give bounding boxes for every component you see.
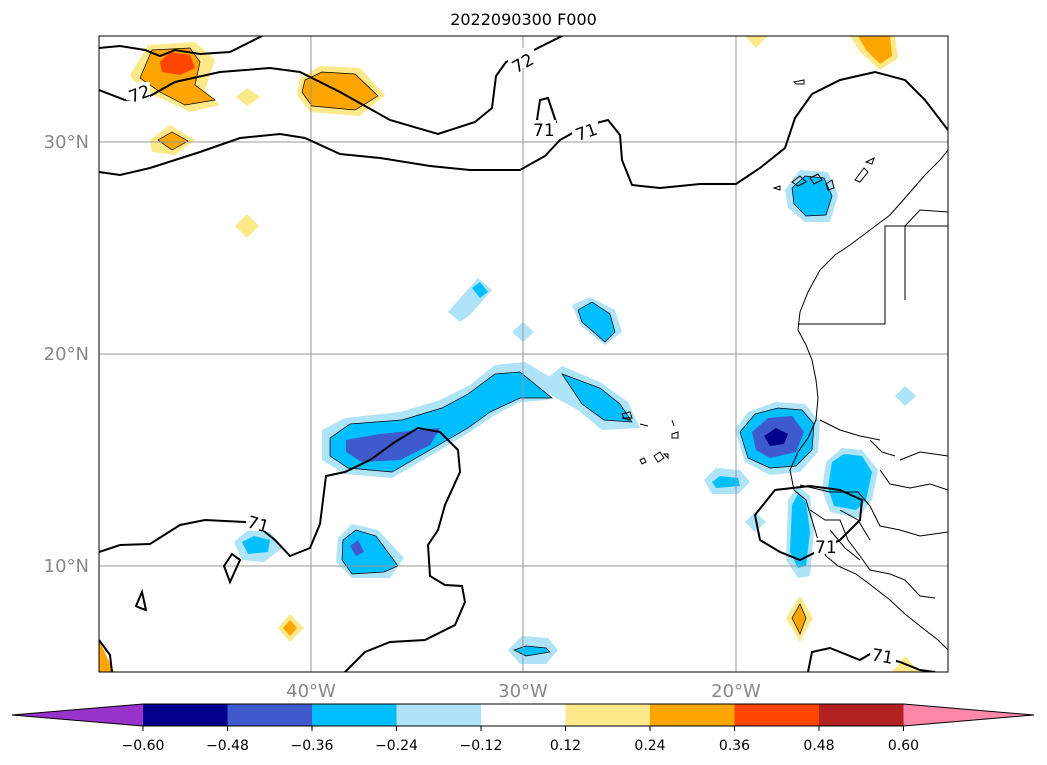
colorbar-cells [11, 703, 1035, 727]
anomaly-outlines [139, 47, 833, 657]
map-panel: 72 72 71 71 71 71 71 [99, 36, 948, 672]
warm-patch-top [745, 36, 768, 48]
contour-71-sw [99, 639, 113, 672]
cool-band-ne [562, 374, 632, 422]
cv-7 [662, 453, 669, 460]
border-10 [869, 439, 896, 457]
cool-patch-canary [792, 176, 832, 216]
colorbar-extend-high [903, 704, 1034, 726]
colorbar-cell [819, 704, 904, 726]
cool-patch-10n-core [342, 530, 398, 574]
border-6 [899, 451, 948, 461]
warm-patch-30n-core [158, 132, 188, 150]
colorbar-tick-label: −0.24 [375, 738, 418, 754]
axis-labels: 30°N 20°N 10°N 40°W 30°W 20°W [44, 132, 761, 702]
contour-71-top [99, 70, 948, 190]
colorbar-ticks: −0.60 −0.48 −0.36 −0.24 −0.12 0.12 0.24 0.36 0.4… [122, 726, 919, 754]
cv-6 [653, 451, 665, 463]
warm-patch-26n [235, 214, 259, 238]
canary-2 [809, 173, 823, 185]
colorbar-cell [396, 704, 482, 726]
cv-1 [621, 411, 633, 419]
cool-patch-18n [895, 386, 916, 406]
coastlines [621, 79, 948, 651]
canary-5 [864, 157, 875, 165]
colorbar-cell [650, 704, 735, 726]
contour-71-se [807, 646, 936, 672]
contour-label: 71 [870, 645, 895, 668]
warm-patch-32n-small [236, 88, 260, 106]
canary-6 [772, 185, 781, 191]
colorbar-tick-label: 0.24 [634, 738, 665, 754]
warm-patch-7n-west-core [283, 620, 297, 636]
colorbar: −0.60 −0.48 −0.36 −0.24 −0.12 0.12 0.24 0.36 0.4… [11, 703, 1035, 754]
cv-2 [639, 423, 649, 427]
contour-71-loop-b [134, 588, 148, 612]
colorbar-tick-label: −0.48 [206, 738, 249, 754]
lat-label-20n: 20°N [44, 344, 89, 365]
colorbar-cell [143, 704, 228, 726]
gridlines [99, 36, 948, 672]
colorbar-cell [565, 704, 651, 726]
cv-3 [671, 419, 675, 427]
cv-4 [671, 431, 679, 439]
colorbar-tick-label: −0.36 [291, 738, 334, 754]
lon-label-40w: 40°W [286, 681, 336, 702]
colorbar-extend-low [12, 704, 143, 726]
lon-label-30w: 30°W [498, 681, 548, 702]
colorbar-tick-label: −0.60 [122, 738, 165, 754]
lat-label-30n: 30°N [44, 132, 89, 153]
colorbar-tick-label: 0.36 [719, 738, 750, 754]
cool-patch-10n-mid [350, 540, 364, 556]
contour-label: 71 [533, 121, 555, 141]
contour-72-west [99, 36, 263, 58]
colorbar-tick-label: 0.12 [550, 738, 581, 754]
border-3 [904, 209, 948, 227]
madeira [792, 79, 805, 85]
cool-patch-14n-core [712, 476, 740, 488]
positive-anomaly-fills [99, 36, 920, 672]
contour-71-loop-a [222, 552, 242, 585]
border-9 [829, 529, 861, 561]
lon-label-20w: 20°W [711, 681, 761, 702]
colorbar-tick-label: −0.12 [460, 738, 503, 754]
border-5 [809, 509, 936, 599]
cool-patch-11n-core [242, 536, 270, 554]
colorbar-cell [312, 704, 397, 726]
cv-8 [621, 417, 631, 421]
colorbar-tick-label: 0.60 [888, 738, 919, 754]
warm-patch-nw-peak [160, 52, 195, 75]
colorbar-tick-label: 0.48 [803, 738, 834, 754]
canary-3 [825, 179, 835, 191]
border-4 [799, 484, 948, 537]
negative-anomaly-fills [234, 170, 916, 664]
contour-71-south [99, 426, 467, 672]
africa-coast [789, 149, 948, 651]
contour-71-east-loop [753, 484, 864, 562]
cool-patch-16n-core [764, 428, 788, 446]
border-11 [819, 419, 881, 441]
colorbar-cell [734, 704, 820, 726]
border-7 [879, 469, 948, 491]
contour-label: 71 [815, 538, 837, 558]
border-1 [798, 225, 906, 325]
lat-label-10n: 10°N [44, 556, 89, 577]
cv-5 [639, 457, 647, 465]
colorbar-cell [227, 704, 313, 726]
cool-patch-23n-core [472, 282, 488, 298]
cool-band-main-core [346, 428, 440, 462]
canary-1 [791, 175, 807, 187]
border-8 [839, 509, 871, 541]
cool-patch-12n-strip [790, 494, 810, 568]
map-frame [98, 35, 949, 673]
canary-4 [854, 167, 869, 183]
map-title: 2022090300 F000 [450, 10, 597, 29]
cool-patch-22n-core [578, 302, 615, 342]
warm-patch-ne-core [858, 36, 892, 64]
colorbar-cell [481, 704, 566, 726]
